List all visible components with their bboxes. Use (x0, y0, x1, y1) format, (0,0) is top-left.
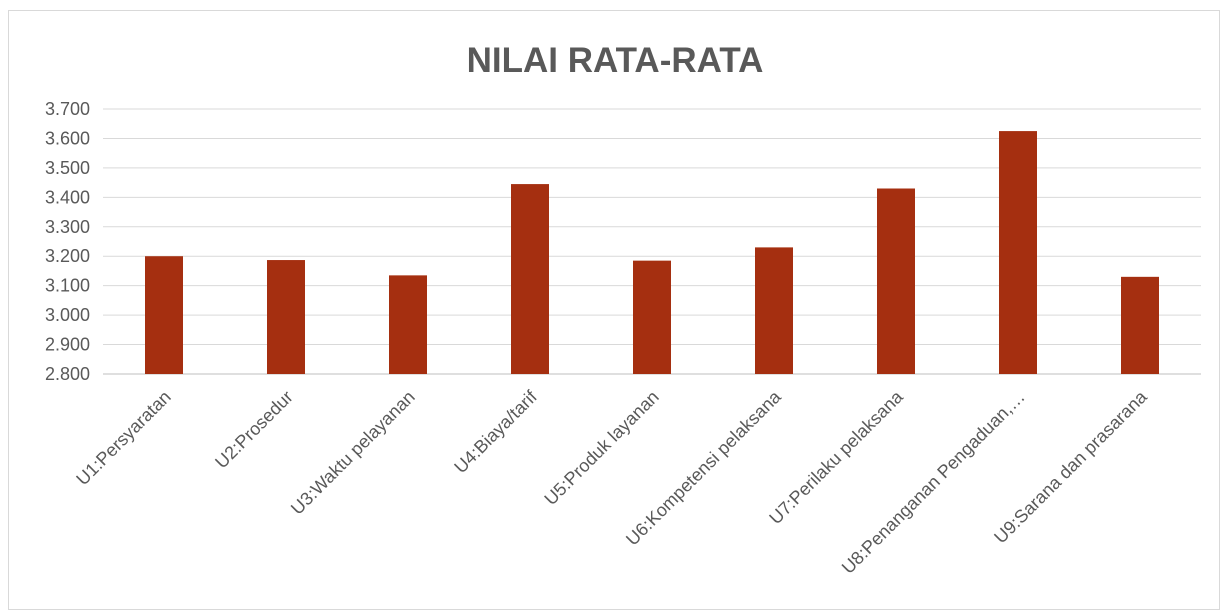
bar (755, 247, 793, 374)
bar (1121, 276, 1159, 374)
y-tick-label: 3.200 (45, 246, 90, 266)
x-category-label: U4:Biaya/tarif (450, 386, 541, 477)
x-category-label: U7:Perilaku pelaksana (765, 386, 907, 528)
chart-title: NILAI RATA-RATA (466, 41, 764, 80)
y-tick-label: 3.100 (45, 276, 90, 296)
bar (267, 260, 305, 374)
y-tick-label: 3.400 (45, 187, 90, 207)
x-category-label: U3:Waktu pelayanan (287, 387, 419, 519)
x-category-label: U1:Persyaratan (72, 387, 175, 490)
bar (877, 188, 915, 374)
chart-area: NILAI RATA-RATA 2.800 2.900 3.000 3.100 3.20… (8, 10, 1220, 610)
y-tick-label: 3.700 (45, 99, 90, 119)
y-tick-label: 3.000 (45, 305, 90, 325)
x-category-label: U2:Prosedur (211, 387, 297, 473)
bar (389, 275, 427, 374)
y-tick-label: 2.800 (45, 364, 90, 384)
bar-chart: 2.800 2.900 3.000 3.100 3.200 3.300 3.400 3.500… (45, 99, 1201, 578)
y-tick-label: 3.500 (45, 158, 90, 178)
bar (999, 131, 1037, 374)
bar (511, 184, 549, 374)
y-tick-label: 3.600 (45, 128, 90, 148)
bar (145, 256, 183, 374)
x-category-label: U5:Produk layanan (540, 387, 662, 509)
y-tick-label: 2.900 (45, 335, 90, 355)
bar (633, 260, 671, 374)
y-tick-label: 3.300 (45, 217, 90, 237)
